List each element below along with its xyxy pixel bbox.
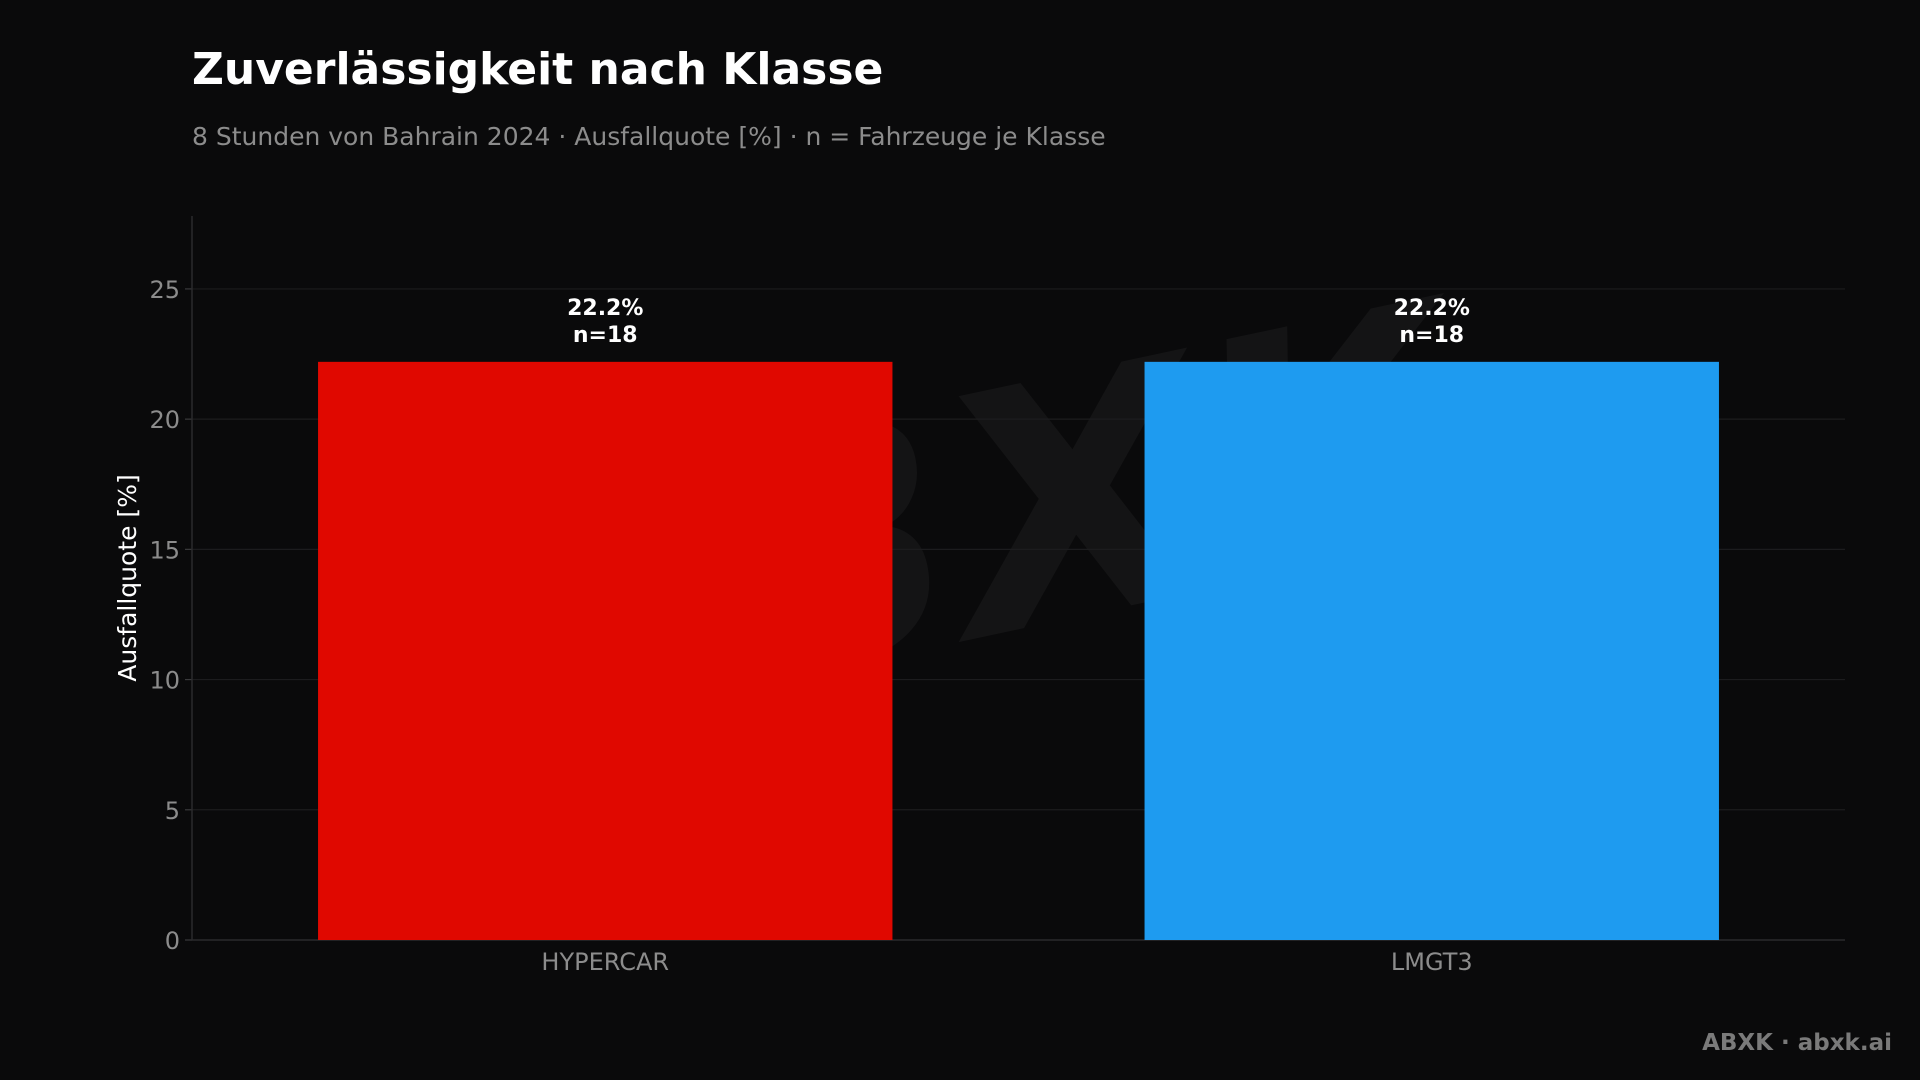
x-tick-label: HYPERCAR xyxy=(541,948,669,976)
y-tick-label: 25 xyxy=(149,276,180,304)
data-label-n: n=18 xyxy=(573,323,638,348)
y-tick-label: 5 xyxy=(165,797,180,825)
y-tick-label: 15 xyxy=(149,536,180,564)
data-label-value: 22.2% xyxy=(1394,296,1470,321)
bar-lmgt3 xyxy=(1144,361,1719,940)
chart-title: Zuverlässigkeit nach Klasse xyxy=(192,44,884,95)
credit-text: ABXK · abxk.ai xyxy=(1702,1030,1892,1056)
y-axis-label: Ausfallquote [%] xyxy=(113,474,142,681)
bars xyxy=(318,361,1719,940)
x-tick-label: LMGT3 xyxy=(1391,948,1473,976)
data-label-n: n=18 xyxy=(1399,323,1464,348)
chart-subtitle: 8 Stunden von Bahrain 2024 · Ausfallquot… xyxy=(192,122,1106,151)
y-tick-label: 20 xyxy=(149,406,180,434)
y-tick-label: 0 xyxy=(165,927,180,955)
bar-hypercar xyxy=(318,361,893,940)
y-tick-label: 10 xyxy=(149,667,180,695)
data-label-value: 22.2% xyxy=(567,296,643,321)
